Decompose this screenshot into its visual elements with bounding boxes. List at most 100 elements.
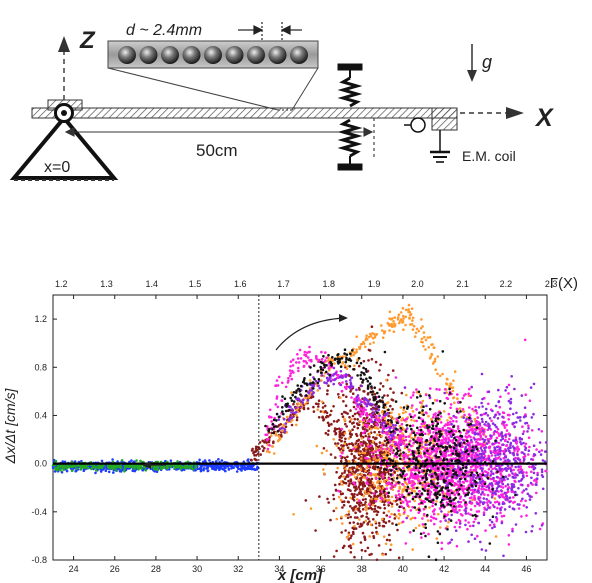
data-point bbox=[348, 521, 352, 525]
data-point bbox=[495, 481, 499, 485]
data-point bbox=[468, 445, 472, 448]
data-point bbox=[333, 429, 337, 432]
data-point bbox=[495, 464, 499, 467]
data-point bbox=[469, 435, 472, 439]
data-point bbox=[415, 408, 418, 411]
data-point bbox=[356, 374, 359, 377]
data-point bbox=[355, 388, 358, 392]
data-point bbox=[348, 416, 351, 419]
data-point bbox=[363, 538, 367, 541]
data-point bbox=[358, 345, 361, 349]
data-point bbox=[452, 446, 456, 450]
data-point bbox=[407, 481, 411, 484]
data-point bbox=[375, 490, 378, 494]
data-point bbox=[383, 458, 386, 462]
data-point bbox=[324, 370, 328, 374]
data-point bbox=[345, 464, 349, 467]
data-point bbox=[478, 475, 481, 479]
data-point bbox=[349, 489, 352, 492]
data-point bbox=[454, 471, 458, 474]
data-point bbox=[349, 448, 353, 452]
data-point bbox=[411, 497, 415, 501]
data-point bbox=[306, 399, 310, 402]
data-point bbox=[401, 314, 405, 318]
data-point bbox=[480, 426, 484, 430]
data-point bbox=[524, 499, 527, 503]
data-point bbox=[514, 438, 518, 441]
data-point bbox=[365, 404, 369, 408]
data-point bbox=[391, 434, 395, 437]
data-point bbox=[481, 429, 485, 432]
data-point bbox=[368, 432, 372, 435]
data-point bbox=[350, 452, 354, 456]
data-point bbox=[368, 486, 372, 489]
data-point bbox=[328, 373, 332, 377]
data-point bbox=[363, 490, 367, 493]
data-point bbox=[505, 423, 508, 427]
data-point bbox=[509, 397, 513, 401]
data-point bbox=[356, 516, 359, 519]
data-point bbox=[463, 487, 467, 491]
data-point bbox=[419, 401, 422, 404]
data-point bbox=[395, 447, 399, 450]
data-point bbox=[383, 476, 387, 480]
data-point bbox=[489, 436, 493, 440]
data-point bbox=[365, 489, 369, 493]
data-point bbox=[481, 473, 485, 477]
data-point bbox=[369, 334, 373, 338]
data-point bbox=[396, 497, 400, 500]
data-point bbox=[529, 481, 533, 485]
data-point bbox=[355, 466, 359, 469]
top-tick-label: 1.7 bbox=[277, 279, 290, 289]
data-point bbox=[364, 501, 367, 504]
top-tick-label: 1.6 bbox=[234, 279, 247, 289]
data-point bbox=[405, 417, 409, 421]
data-point bbox=[385, 450, 388, 453]
data-point bbox=[395, 455, 399, 459]
data-point bbox=[348, 459, 351, 463]
data-point bbox=[387, 504, 390, 507]
data-point bbox=[524, 446, 528, 450]
data-point bbox=[416, 426, 419, 430]
data-point bbox=[430, 417, 433, 421]
data-point bbox=[366, 451, 369, 455]
data-point bbox=[420, 340, 423, 344]
data-point bbox=[474, 517, 477, 521]
data-point bbox=[427, 453, 430, 456]
data-point bbox=[473, 537, 477, 540]
data-point bbox=[472, 524, 475, 528]
data-point bbox=[454, 452, 458, 456]
data-point bbox=[289, 360, 293, 363]
data-point bbox=[428, 496, 431, 499]
data-point bbox=[445, 391, 449, 394]
data-point bbox=[502, 452, 506, 456]
data-point bbox=[455, 474, 459, 477]
data-point bbox=[379, 454, 383, 458]
data-point bbox=[446, 419, 449, 422]
data-point bbox=[417, 428, 421, 432]
data-point bbox=[514, 493, 517, 497]
data-point bbox=[445, 434, 449, 437]
data-point bbox=[411, 416, 415, 419]
data-point bbox=[422, 422, 426, 425]
data-point bbox=[100, 459, 104, 463]
data-point bbox=[351, 414, 355, 418]
data-point bbox=[464, 469, 467, 473]
data-point bbox=[381, 419, 385, 422]
data-point bbox=[263, 446, 266, 450]
data-point bbox=[318, 495, 321, 498]
data-point bbox=[479, 459, 483, 463]
data-point bbox=[482, 456, 486, 460]
data-point bbox=[395, 436, 398, 439]
data-point bbox=[403, 488, 406, 492]
data-point bbox=[390, 322, 394, 326]
data-point bbox=[427, 473, 431, 477]
data-point bbox=[461, 489, 465, 493]
data-point bbox=[462, 394, 466, 397]
data-point bbox=[450, 449, 453, 453]
data-point bbox=[394, 464, 397, 467]
data-point bbox=[349, 473, 352, 477]
data-point bbox=[475, 426, 479, 429]
data-point bbox=[320, 374, 324, 377]
data-point bbox=[428, 431, 432, 434]
